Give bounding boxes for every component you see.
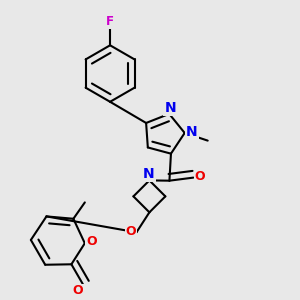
Text: O: O: [126, 225, 136, 238]
Text: N: N: [164, 101, 176, 115]
Text: N: N: [186, 125, 197, 139]
Text: O: O: [86, 235, 97, 248]
Text: O: O: [195, 170, 206, 184]
Text: N: N: [143, 167, 154, 181]
Text: O: O: [72, 284, 83, 298]
Text: F: F: [106, 15, 114, 28]
